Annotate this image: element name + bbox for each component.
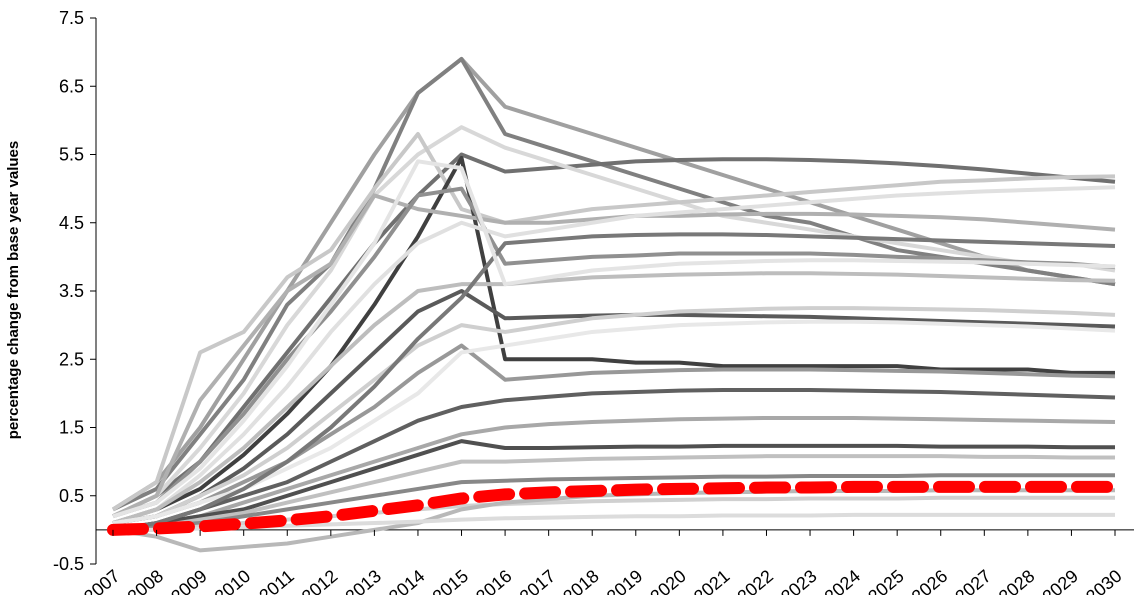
x-tick-label: 2019 [603,566,647,595]
series-line [112,186,1116,519]
series-line [112,185,1116,525]
x-tick-label: 2029 [1038,566,1082,595]
y-tick-label: 5.5 [59,145,84,165]
y-tick-label: 4.5 [59,213,84,233]
x-tick-label: 2020 [646,566,690,595]
series-line [112,473,1115,532]
series-line [111,56,1116,512]
x-tick-label: 2010 [211,566,255,595]
y-tick-label: 7.5 [59,8,84,28]
y-tick-label: 1.5 [59,418,84,438]
series-line [112,439,1115,532]
x-tick-label: 2025 [864,566,908,595]
series-line [112,271,1116,525]
series-line [112,125,1116,519]
series-line [112,387,1116,532]
series-line [112,454,1115,532]
y-tick-label: -0.5 [53,554,84,574]
series-line [112,152,1116,519]
x-tick-label: 2028 [995,566,1039,595]
series-line [112,306,1116,526]
x-tick-label: 2021 [690,566,734,595]
y-tick-label: 3.5 [59,281,84,301]
y-axis-title: percentage change from base year values [5,141,22,439]
series-line [112,56,1116,512]
x-tick-label: 2009 [167,566,211,595]
series-line [112,232,1116,532]
x-tick-label: 2018 [559,566,603,595]
series-line [112,159,1116,519]
series-line [112,319,1116,526]
x-tick-label: 2022 [734,566,778,595]
x-tick-label: 2030 [1082,566,1126,595]
x-tick-label: 2008 [124,566,168,595]
x-tick-label: 2023 [777,566,821,595]
x-tick-label: 2007 [80,566,124,595]
y-tick-label: 2.5 [59,349,84,369]
x-tick-label: 2017 [516,566,560,595]
x-tick-label: 2026 [908,566,952,595]
series-line [112,155,1115,525]
y-tick-label: 0.5 [59,486,84,506]
x-tick-label: 2027 [951,566,995,595]
dashed-line [107,480,1121,536]
x-tick-label: 2024 [821,566,865,595]
x-tick-label: 2014 [385,566,429,595]
x-tick-label: 2015 [429,566,473,595]
x-tick-label: 2016 [472,566,516,595]
x-tick-label: 2013 [341,566,385,595]
y-tick-label: 6.5 [59,76,84,96]
series-line [112,415,1116,532]
series-line [111,132,1116,512]
x-tick-label: 2011 [255,566,298,595]
x-tick-label: 2012 [298,566,342,595]
series-line [112,193,1116,519]
